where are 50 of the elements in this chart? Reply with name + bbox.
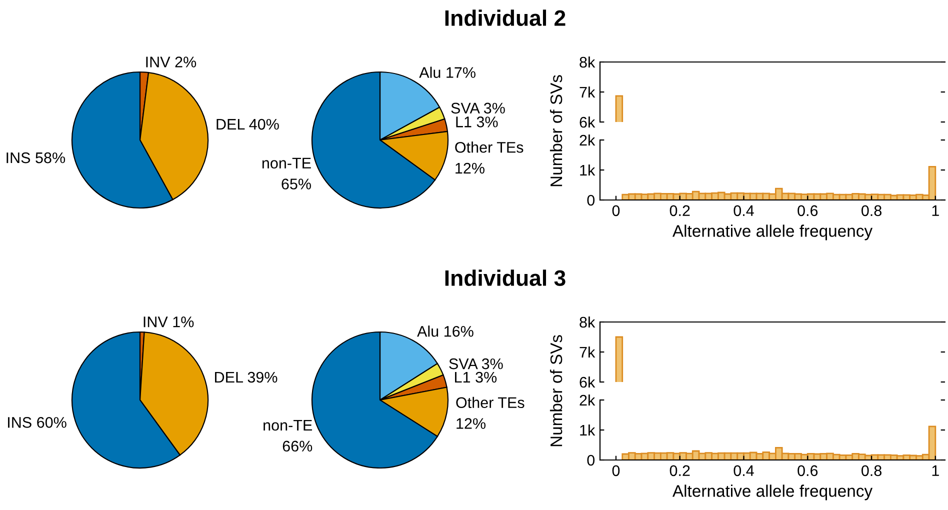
data-label: 12% [456, 162, 484, 174]
slice-label: INV 1% [144, 316, 194, 328]
y-tick-label: 2k [580, 394, 596, 406]
slice-label: Other TEs [456, 396, 524, 408]
x-tick-label: 0 [612, 205, 620, 216]
x-tick-label: 0.4 [734, 205, 754, 216]
data-label: 12% [456, 418, 486, 429]
y-tick-label: 7k [580, 346, 596, 358]
slice-label: DEL 40% [216, 118, 279, 130]
x-tick-label: 1 [932, 205, 939, 216]
slice-label: Other TEs [455, 142, 524, 153]
y-tick-label: 6k [580, 376, 596, 388]
y-tick-label: 0 [587, 194, 595, 206]
x-tick-label: 1 [932, 465, 939, 476]
x-tick-label: 0 [612, 465, 620, 476]
x-axis-title: Alternative allele frequency [672, 224, 873, 240]
x-tick-label: 0.4 [734, 465, 754, 476]
y-tick-label: 1k [580, 164, 596, 176]
data-label: 65% [282, 178, 311, 190]
x-axis-title: Alternative allele frequency [672, 484, 873, 500]
text: Individual 3 [445, 270, 566, 286]
y-tick-label: 0 [587, 454, 595, 466]
slice-label: non-TE [262, 158, 311, 169]
x-tick-label: 0.2 [670, 465, 690, 476]
x-tick-label: 0.6 [798, 465, 818, 476]
slice-label: L1 3% [456, 116, 498, 128]
slice-label: L1 3% [455, 372, 497, 383]
x-tick-label: 0.8 [862, 205, 882, 216]
y-tick-label: 1k [580, 424, 596, 436]
y-tick-label: 8k [580, 56, 596, 68]
slice-label: INV 2% [146, 56, 196, 68]
slice-label: non-TE [264, 420, 312, 431]
y-tick-label: 7k [580, 86, 596, 98]
x-tick-label: 0.8 [862, 465, 882, 476]
slice-label: INS 60% [8, 417, 66, 428]
slice-label: Alu 17% [419, 66, 476, 78]
x-tick-label: 0.2 [670, 205, 690, 216]
y-axis-title: Number of SVs [550, 335, 562, 446]
slice-label: INS 58% [6, 152, 66, 164]
y-tick-label: 8k [580, 316, 596, 328]
y-axis-title: Number of SVs [550, 75, 562, 186]
slice-label: Alu 16% [417, 326, 474, 337]
text: Individual 2 [445, 10, 566, 26]
data-label: 66% [282, 440, 312, 452]
slice-label: DEL 39% [215, 372, 278, 383]
slice-label: SVA 3% [451, 102, 505, 114]
y-tick-label: 2k [580, 134, 596, 146]
x-tick-label: 0.6 [798, 205, 818, 216]
y-tick-label: 6k [580, 116, 596, 128]
slice-label: SVA 3% [449, 358, 503, 370]
